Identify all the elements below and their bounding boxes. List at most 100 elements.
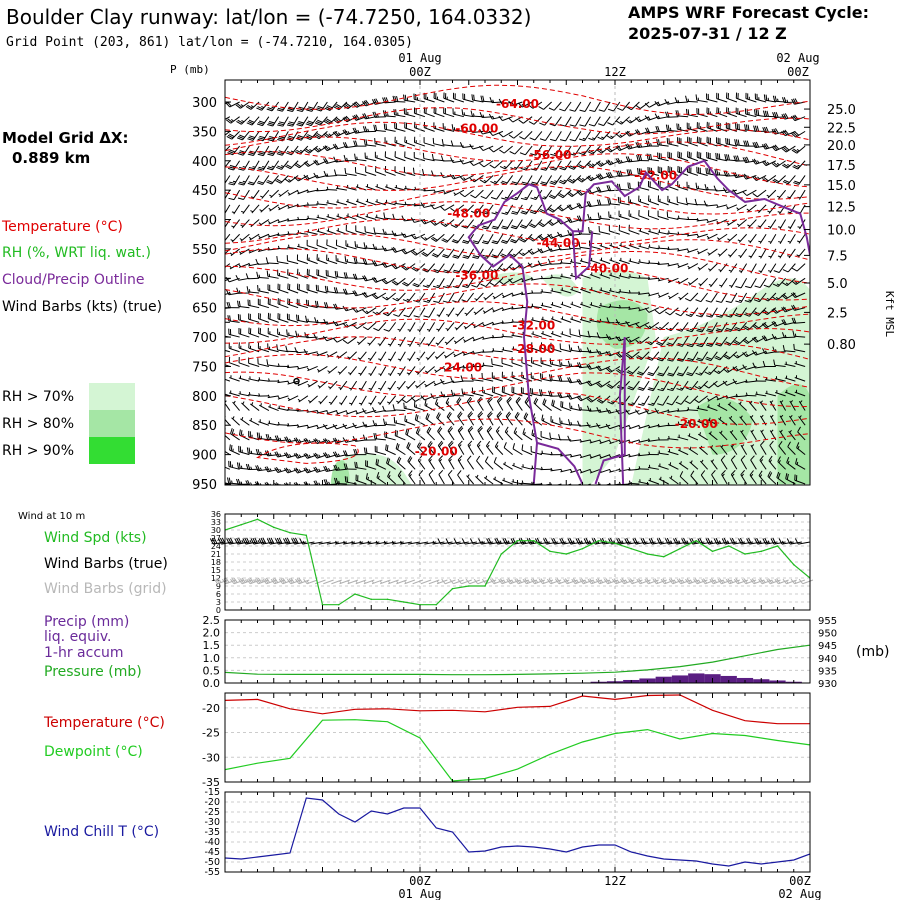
barb-staff [356, 173, 367, 176]
barb-feather [222, 427, 224, 432]
wind-barb [473, 337, 483, 341]
barb-feather [458, 441, 462, 445]
barb-half-feather [630, 120, 632, 122]
wind-barb [425, 366, 434, 373]
barb-feather [278, 123, 284, 124]
barb-half-feather [524, 168, 527, 169]
barb-half-feather [251, 418, 252, 421]
barb-feather [482, 228, 488, 229]
wind-barb [506, 412, 512, 425]
barb-half-feather [297, 191, 299, 193]
barb-half-feather [670, 128, 671, 131]
barb-half-feather [454, 341, 456, 343]
wind-barb [465, 308, 474, 316]
barb-staff [658, 216, 669, 219]
barb-feather [239, 182, 245, 183]
barb-feather [344, 155, 346, 161]
wind-barb [559, 161, 571, 170]
barb-feather [306, 316, 307, 322]
barb-half-feather [581, 407, 582, 410]
wind-barb [355, 154, 367, 161]
wind-barb [239, 376, 250, 381]
barb-feather [346, 272, 347, 278]
barb-half-feather [707, 220, 709, 222]
barb-feather [343, 340, 348, 343]
barb-half-feather [571, 422, 572, 425]
barb-staff [604, 117, 610, 126]
barb-half-feather [463, 339, 465, 341]
barb-feather [402, 216, 404, 221]
barb-half-feather [601, 137, 604, 138]
wind-barb [707, 234, 717, 239]
barb-feather [638, 389, 644, 391]
barb-feather [287, 125, 293, 126]
wind-barb [589, 102, 600, 112]
barb-half-feather [405, 235, 407, 237]
wind-barb [366, 166, 376, 175]
legend-wind-barbs: Wind Barbs (kts) (true) [2, 299, 162, 315]
wind-barb [260, 190, 269, 198]
wind-barb [238, 146, 250, 155]
barb-half-feather [241, 105, 243, 107]
wind-barb [455, 308, 463, 317]
wind-barb [398, 352, 405, 361]
barb-half-feather [417, 330, 420, 331]
barb-half-feather [219, 293, 221, 295]
barb-half-feather [570, 470, 572, 472]
barb-feather [267, 125, 273, 127]
wind-barb [658, 262, 669, 265]
wind-barb [571, 302, 581, 308]
barb-feather [462, 242, 468, 244]
wind-barb [427, 337, 435, 346]
barb-feather [258, 181, 263, 183]
barb-half-feather [220, 306, 221, 309]
barb-half-feather [687, 250, 689, 252]
wind-barb [308, 381, 318, 387]
barb-half-feather [642, 403, 645, 404]
barb-feather [221, 460, 222, 466]
wind-barb [228, 175, 239, 184]
barb-half-feather [243, 402, 244, 405]
wind-barb [492, 372, 503, 381]
barb-half-feather [405, 202, 406, 205]
barb-half-feather [522, 253, 524, 255]
wind-barb [278, 396, 288, 399]
wind-barb [708, 249, 718, 255]
barb-feather [668, 125, 669, 131]
barb-half-feather [592, 164, 594, 166]
wind-barb [474, 308, 484, 315]
wind-barb [307, 425, 318, 428]
barb-feather [501, 242, 506, 244]
wind-barb [297, 217, 308, 220]
barb-half-feather [378, 344, 381, 345]
wind-barb [307, 189, 318, 192]
barb-half-feather [621, 160, 622, 162]
barb-half-feather [369, 388, 372, 389]
wind-barb [579, 242, 591, 249]
wind-barb [647, 154, 659, 161]
wind-barb [589, 117, 600, 126]
barb-staff [336, 245, 346, 248]
barb-half-feather [307, 177, 309, 179]
barb-feather [421, 237, 425, 241]
barb-feather [532, 182, 538, 183]
barb-feather [560, 418, 561, 424]
barb-feather [579, 330, 580, 336]
barb-half-feather [243, 181, 246, 182]
wind-barb [417, 352, 425, 361]
wind-barb [378, 381, 386, 390]
wind-barb [445, 337, 454, 345]
wind-barb [427, 322, 435, 331]
barb-half-feather [444, 355, 446, 357]
wind-barb [511, 175, 522, 184]
barb-half-feather [447, 286, 450, 287]
wind-barb [241, 205, 249, 214]
barb-half-feather [387, 313, 390, 314]
barb-half-feather [307, 425, 309, 427]
barb-feather [278, 138, 284, 139]
barb-half-feather [268, 221, 270, 223]
wind-barb [560, 469, 571, 472]
barb-feather [288, 109, 294, 110]
wind-barb [467, 475, 474, 484]
barb-half-feather [570, 454, 571, 457]
